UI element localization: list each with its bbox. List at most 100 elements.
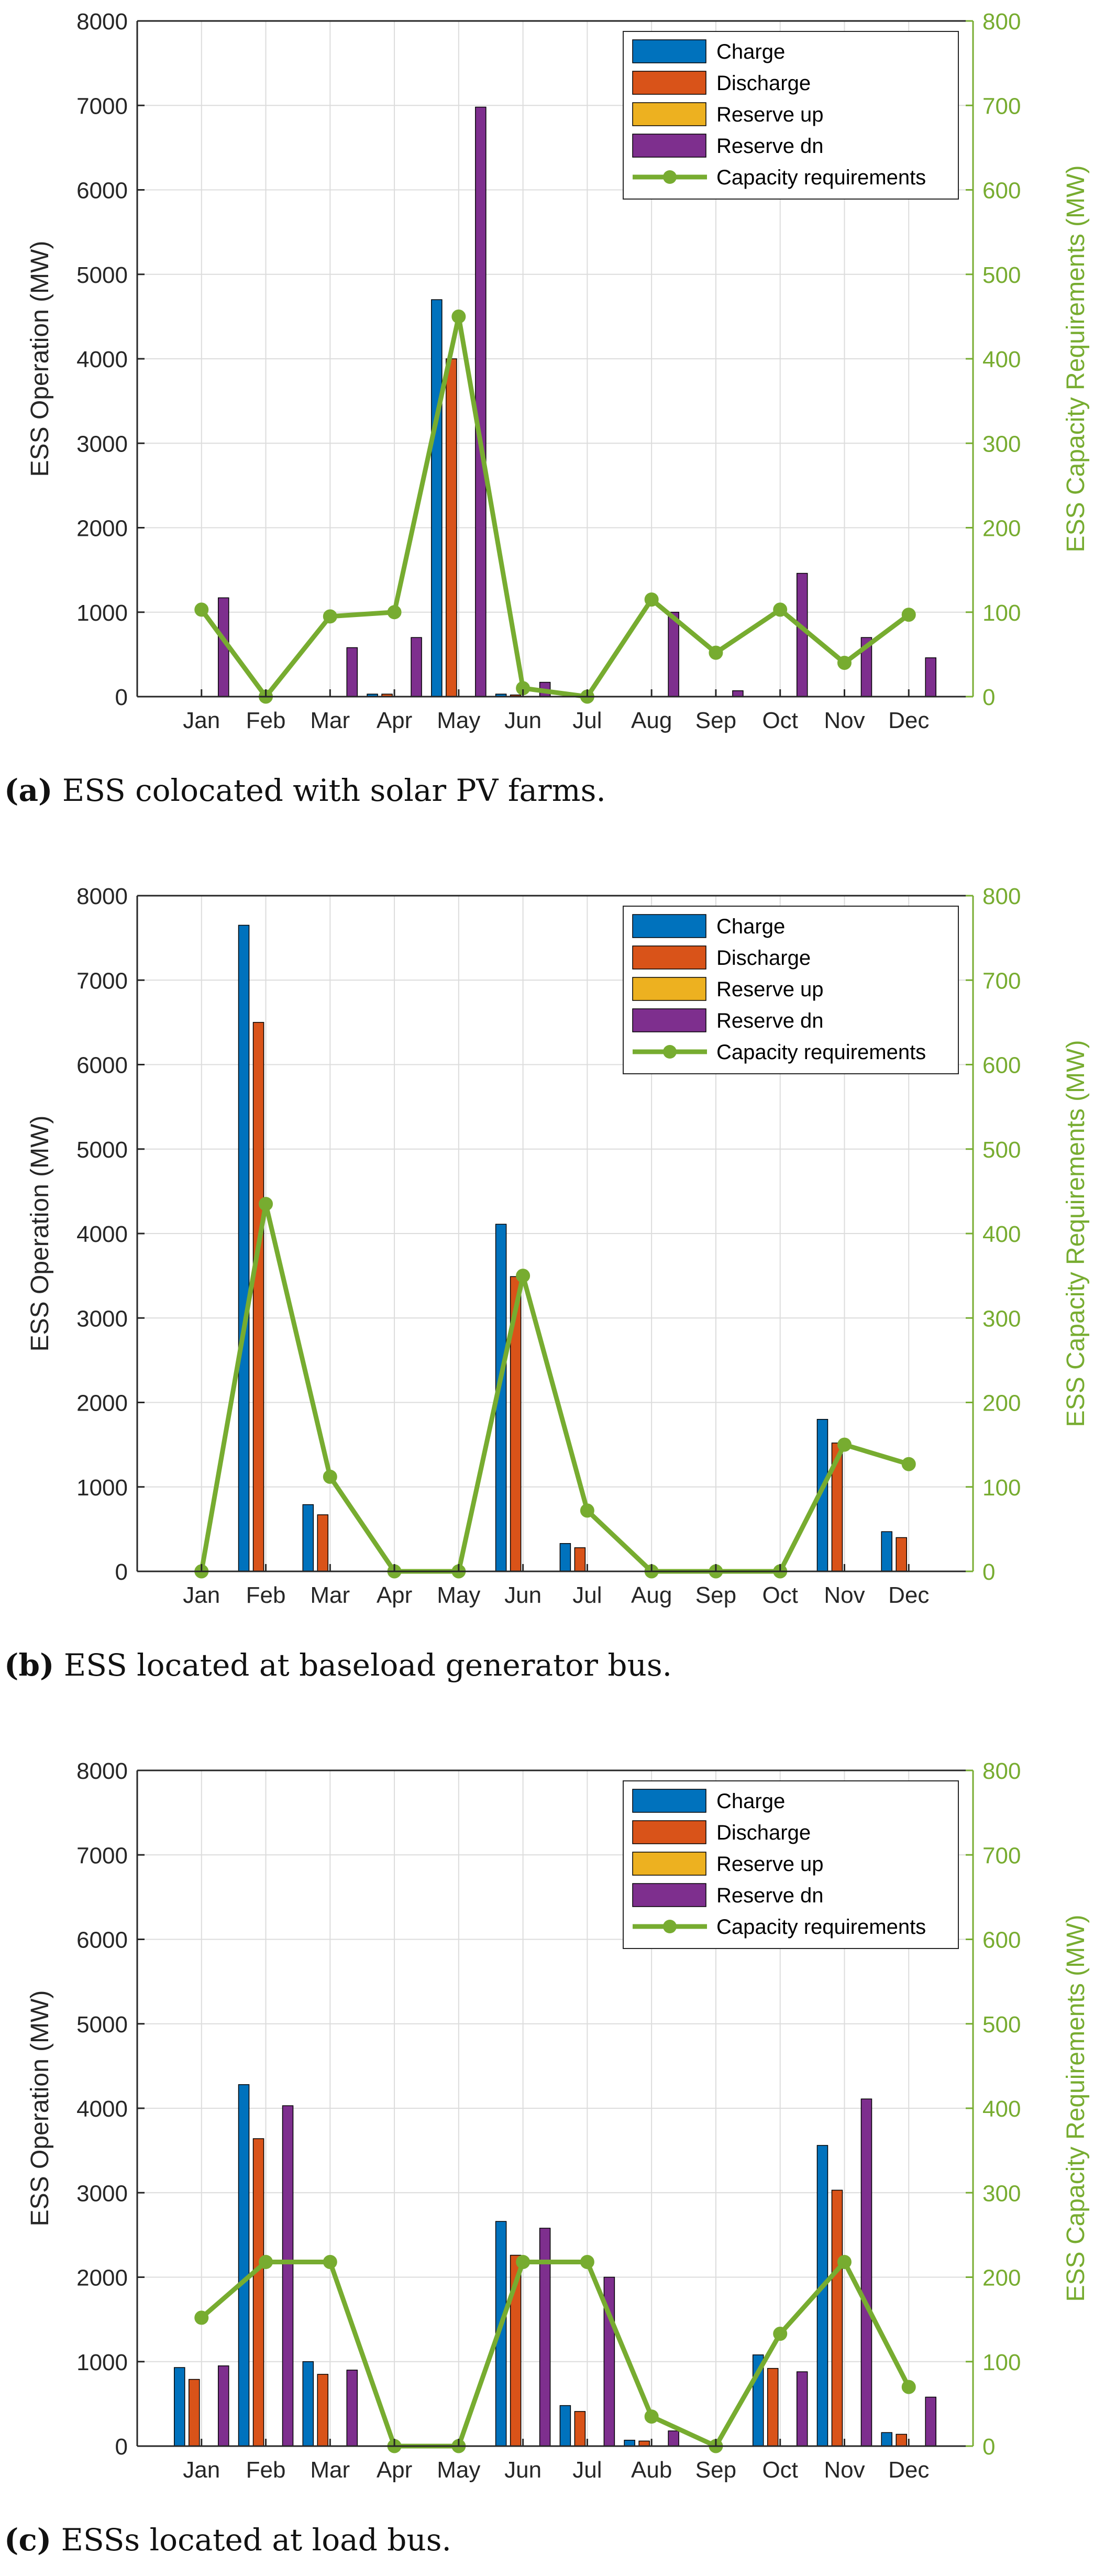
x-tick-label-mar: Mar	[310, 1582, 350, 1608]
capacity-point-dec	[901, 608, 916, 622]
capacity-point-sep	[709, 645, 723, 660]
left-tick-label: 7000	[76, 93, 128, 119]
left-tick-label: 6000	[76, 178, 128, 204]
x-tick-label-aug: Aug	[631, 708, 672, 733]
bar-series-charge-c	[174, 2084, 892, 2447]
bar-reserve-dn-oct	[796, 2371, 808, 2447]
right-tick-label: 200	[982, 2265, 1021, 2291]
bar-reserve-dn-jan	[218, 2365, 229, 2447]
capacity-point-oct	[773, 2327, 788, 2341]
caption-text-c: ESSs located at load bus.	[51, 2522, 451, 2558]
capacity-point-jul	[580, 1503, 594, 1518]
x-tick-label-may: May	[437, 708, 480, 733]
bar-discharge-feb	[252, 2138, 264, 2447]
right-tick-label: 600	[982, 1053, 1021, 1078]
left-tick-label: 3000	[76, 1306, 128, 1331]
legend-b: Charge Discharge Reserve up Reserve dn Capac…	[623, 906, 959, 1074]
legend-swatch-discharge	[632, 71, 706, 95]
legend-swatch-reserve-dn	[632, 1008, 706, 1032]
right-tick-label: 600	[982, 1928, 1021, 1953]
left-tick-label: 3000	[76, 431, 128, 457]
capacity-point-aub	[644, 2409, 659, 2424]
bar-discharge-dec	[896, 1537, 907, 1572]
capacity-point-nov	[837, 656, 852, 670]
right-tick-label: 300	[982, 2181, 1021, 2206]
chart-panel-a: 0 1000 2000 3000 4000 5000 6000 7000 8000 0 100 200…	[0, 0, 1105, 859]
capacity-point-oct	[773, 602, 788, 617]
left-tick-label: 2000	[76, 516, 128, 542]
capacity-point-jul	[580, 2254, 594, 2269]
bar-charge-jul	[559, 1543, 571, 1572]
bar-discharge-jul	[574, 2411, 586, 2447]
right-tick-label: 800	[982, 9, 1021, 35]
x-tick-label-jul: Jul	[572, 2457, 602, 2483]
chart-svg-c: 0 1000 2000 3000 4000 5000 6000 7000 8000 0 100 200…	[26, 1758, 1090, 2483]
legend-swatch-charge	[632, 39, 706, 63]
x-tick-label-jan: Jan	[183, 2457, 220, 2483]
legend-c: Charge Discharge Reserve up Reserve dn Capac…	[623, 1780, 959, 1949]
bar-discharge-oct	[767, 2368, 779, 2447]
bar-discharge-dec	[896, 2434, 907, 2447]
right-tick-label: 700	[982, 1843, 1021, 1868]
capacity-line-a	[200, 314, 910, 699]
bar-reserve-dn-mar	[346, 2370, 358, 2447]
capacity-point-dec	[901, 1457, 916, 1471]
bar-discharge-nov	[831, 2189, 843, 2447]
right-tick-label: 400	[982, 2096, 1021, 2122]
x-tick-label-jun: Jun	[504, 1582, 542, 1608]
bar-reserve-dn-sep	[732, 690, 744, 697]
x-tick-label-dec: Dec	[888, 708, 929, 733]
legend-label-capacity-requirements: Capacity requirements	[716, 1041, 926, 1064]
legend-swatch-charge	[632, 1789, 706, 1813]
left-tick-label: 8000	[76, 9, 128, 35]
legend-swatch-discharge	[632, 1820, 706, 1844]
chart-panel-b: 0 1000 2000 3000 4000 5000 6000 7000 8000 0 100 200…	[0, 875, 1105, 1734]
right-tick-label: 100	[982, 600, 1021, 626]
legend-label-capacity-requirements: Capacity requirements	[716, 1916, 926, 1939]
caption-letter-b: (b)	[4, 1647, 54, 1683]
capacity-point-aug	[644, 592, 659, 607]
legend-swatch-marker	[663, 1045, 677, 1059]
legend-swatch-marker	[663, 170, 677, 184]
legend-swatch-reserve-dn	[632, 134, 706, 158]
bar-charge-aub	[624, 2439, 635, 2447]
bar-charge-dec	[881, 1531, 892, 1572]
line-series-capacity-requirements-c	[194, 2254, 916, 2453]
legend-label-discharge: Discharge	[716, 1821, 811, 1844]
x-tick-label-may: May	[437, 2457, 480, 2483]
capacity-point-jan	[194, 2310, 209, 2325]
capacity-point-nov	[837, 1437, 852, 1452]
left-tick-label: 4000	[76, 347, 128, 372]
x-tick-label-may: May	[437, 1582, 480, 1608]
left-tick-label: 2000	[76, 2265, 128, 2291]
left-tick-label: 1000	[76, 600, 128, 626]
x-tick-label-oct: Oct	[762, 2457, 798, 2483]
y-axis-title-right-b: ESS Capacity Requirements (MW)	[1062, 1040, 1090, 1427]
x-tick-label-jul: Jul	[572, 1582, 602, 1608]
bar-reserve-dn-mar	[346, 647, 358, 697]
bar-charge-mar	[302, 1504, 314, 1572]
left-tick-label: 3000	[76, 2181, 128, 2206]
right-tick-label: 400	[982, 347, 1021, 372]
x-tick-label-oct: Oct	[762, 708, 798, 733]
bar-charge-dec	[881, 2432, 892, 2447]
right-tick-label: 500	[982, 1137, 1021, 1163]
x-tick-label-feb: Feb	[246, 2457, 286, 2483]
bar-charge-feb	[238, 924, 250, 1572]
legend-label-reserve-dn: Reserve dn	[716, 135, 824, 158]
caption-text-a: ESS colocated with solar PV farms.	[52, 773, 606, 808]
left-tick-label: 0	[115, 1559, 128, 1585]
right-tick-label: 0	[982, 1559, 995, 1585]
right-tick-label: 400	[982, 1221, 1021, 1247]
x-tick-label-oct: Oct	[762, 1582, 798, 1608]
legend-label-discharge: Discharge	[716, 72, 811, 95]
bar-charge-feb	[238, 2084, 250, 2447]
bar-discharge-feb	[252, 1022, 264, 1572]
legend-swatch-marker	[663, 1920, 677, 1933]
bar-series-discharge-b	[252, 1022, 907, 1572]
capacity-point-jun	[516, 2254, 531, 2269]
left-tick-label: 0	[115, 685, 128, 710]
capacity-point-mar	[323, 1469, 337, 1484]
legend-swatch-charge	[632, 914, 706, 938]
x-tick-label-nov: Nov	[824, 2457, 865, 2483]
